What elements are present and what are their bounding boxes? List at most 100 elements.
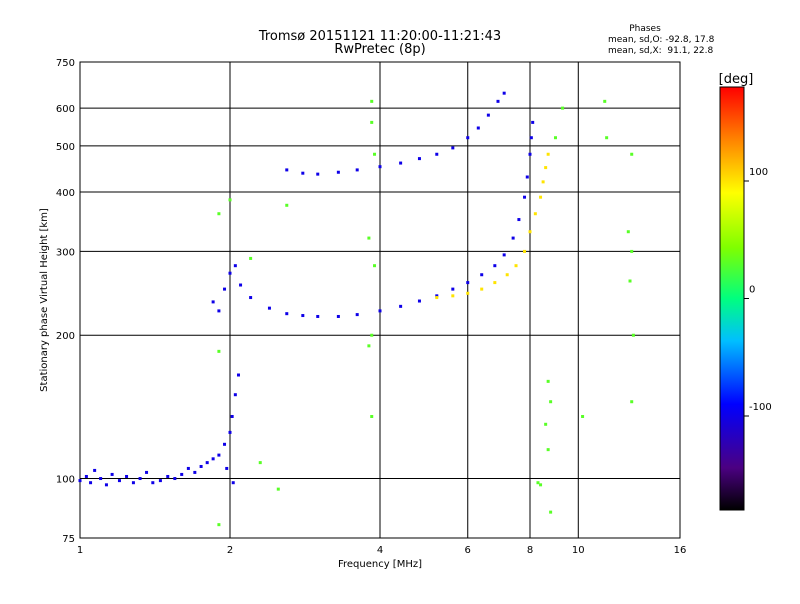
data-point <box>125 474 129 478</box>
data-point <box>435 296 439 300</box>
colorbar-tick-label: 100 <box>749 167 768 178</box>
data-point <box>211 457 215 461</box>
phase-annotation-o: mean, sd,O: -92.8, 17.8 <box>608 35 715 45</box>
data-point <box>529 136 533 140</box>
data-point <box>217 309 221 313</box>
data-point <box>180 472 184 476</box>
data-point <box>173 477 177 481</box>
x-tick-label: 1 <box>77 545 83 556</box>
data-point <box>99 477 103 481</box>
data-point <box>493 281 497 285</box>
data-point <box>417 299 421 303</box>
data-point <box>451 287 455 291</box>
data-point <box>258 461 262 465</box>
colorbar-tick-label: -100 <box>749 402 772 413</box>
data-point <box>626 230 630 234</box>
data-point <box>531 120 535 124</box>
data-point <box>435 152 439 156</box>
data-point <box>285 168 289 172</box>
data-point <box>417 157 421 161</box>
data-point <box>546 448 550 452</box>
data-point <box>336 314 340 318</box>
data-point <box>581 414 585 418</box>
data-point <box>186 466 190 470</box>
colorbar <box>719 86 745 511</box>
data-point <box>233 264 237 268</box>
data-point <box>267 306 271 310</box>
data-point <box>166 474 170 478</box>
colorbar-ticks: 100 0 -100 <box>744 167 772 417</box>
data-point <box>605 136 609 140</box>
data-point <box>539 483 543 487</box>
data-point <box>631 333 635 337</box>
data-point <box>355 313 359 317</box>
data-point <box>370 414 374 418</box>
data-point <box>285 203 289 207</box>
y-tick-label: 500 <box>56 142 75 153</box>
data-point <box>301 171 305 175</box>
data-point <box>276 487 280 491</box>
data-point <box>476 126 480 130</box>
data-point <box>158 479 162 483</box>
data-point <box>193 470 197 474</box>
data-point <box>486 113 490 117</box>
data-point <box>628 279 632 283</box>
data-point <box>549 400 553 404</box>
x-tick-label: 4 <box>377 545 383 556</box>
data-point <box>223 442 227 446</box>
data-point <box>104 483 108 487</box>
x-tick-label: 8 <box>527 545 533 556</box>
data-point <box>370 333 374 337</box>
x-axis-ticks: 1 2 4 6 8 10 16 <box>77 545 687 556</box>
data-point <box>505 273 509 277</box>
data-point <box>514 264 518 268</box>
data-point <box>249 296 253 300</box>
data-point <box>496 99 500 103</box>
y-axis-ticks: 75 100 200 300 400 500 600 750 <box>56 58 75 545</box>
data-point <box>239 283 243 287</box>
data-point <box>549 510 553 514</box>
data-point <box>131 481 135 485</box>
data-point <box>336 170 340 174</box>
data-point <box>480 287 484 291</box>
chart-title: Tromsø 20151121 11:20:00-11:21:43 <box>258 29 501 44</box>
colorbar-tick-label: 0 <box>749 285 755 296</box>
data-point <box>546 152 550 156</box>
data-point <box>211 300 215 304</box>
data-point <box>228 271 232 275</box>
data-point <box>480 273 484 277</box>
data-point <box>528 152 532 156</box>
x-tick-label: 10 <box>572 545 585 556</box>
phase-annotation-header: Phases <box>629 24 661 34</box>
data-point <box>546 379 550 383</box>
data-point <box>110 472 114 476</box>
data-point <box>435 294 439 298</box>
data-point <box>399 161 403 165</box>
y-tick-label: 200 <box>56 331 75 342</box>
data-point <box>399 304 403 308</box>
data-point <box>373 264 377 268</box>
data-point <box>367 236 371 240</box>
data-point <box>630 400 634 404</box>
data-point <box>536 481 540 485</box>
y-tick-label: 100 <box>56 475 75 486</box>
data-point <box>84 474 88 478</box>
data-point <box>539 195 543 199</box>
data-point <box>316 172 320 176</box>
data-point <box>451 294 455 298</box>
data-point <box>236 373 240 377</box>
y-tick-label: 750 <box>56 58 75 69</box>
data-point <box>217 453 221 457</box>
data-point <box>230 414 234 418</box>
grid-lines <box>80 62 680 538</box>
data-point <box>223 287 227 291</box>
data-point <box>217 349 221 353</box>
data-point <box>466 136 470 140</box>
y-axis-label: Stationary phase Virtual Height [km] <box>39 208 50 392</box>
data-point <box>502 91 506 95</box>
plot-area: 1 2 4 6 8 10 16 75 100 200 300 400 500 600 750 <box>56 58 686 556</box>
data-point <box>93 468 97 472</box>
data-point <box>451 146 455 150</box>
data-point <box>561 106 565 110</box>
